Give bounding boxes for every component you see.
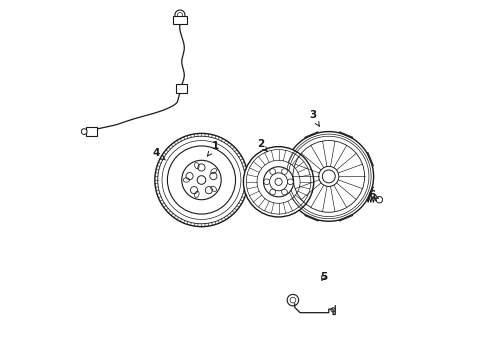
FancyBboxPatch shape — [176, 84, 187, 93]
Circle shape — [243, 147, 313, 217]
Circle shape — [375, 197, 382, 203]
Polygon shape — [284, 152, 290, 166]
Circle shape — [274, 178, 282, 185]
Circle shape — [269, 189, 275, 195]
Text: 3: 3 — [308, 111, 319, 126]
Circle shape — [269, 169, 275, 174]
Circle shape — [81, 129, 87, 134]
Text: 2: 2 — [257, 139, 267, 152]
Circle shape — [281, 189, 287, 195]
Circle shape — [263, 167, 293, 197]
Circle shape — [155, 134, 247, 226]
Text: 4: 4 — [153, 148, 165, 160]
Text: 5: 5 — [319, 272, 326, 282]
Circle shape — [287, 179, 293, 185]
Polygon shape — [304, 215, 318, 221]
FancyBboxPatch shape — [86, 127, 97, 136]
Polygon shape — [366, 187, 373, 201]
Circle shape — [284, 132, 373, 221]
Text: 1: 1 — [207, 141, 219, 156]
Polygon shape — [284, 187, 290, 201]
FancyBboxPatch shape — [173, 16, 186, 24]
Circle shape — [197, 176, 205, 184]
Circle shape — [175, 10, 184, 20]
Circle shape — [286, 294, 298, 306]
Polygon shape — [304, 132, 318, 138]
Polygon shape — [366, 152, 373, 166]
Polygon shape — [339, 132, 352, 138]
Polygon shape — [339, 215, 352, 221]
Text: 6: 6 — [367, 190, 378, 200]
Circle shape — [264, 179, 269, 185]
Circle shape — [281, 169, 287, 174]
